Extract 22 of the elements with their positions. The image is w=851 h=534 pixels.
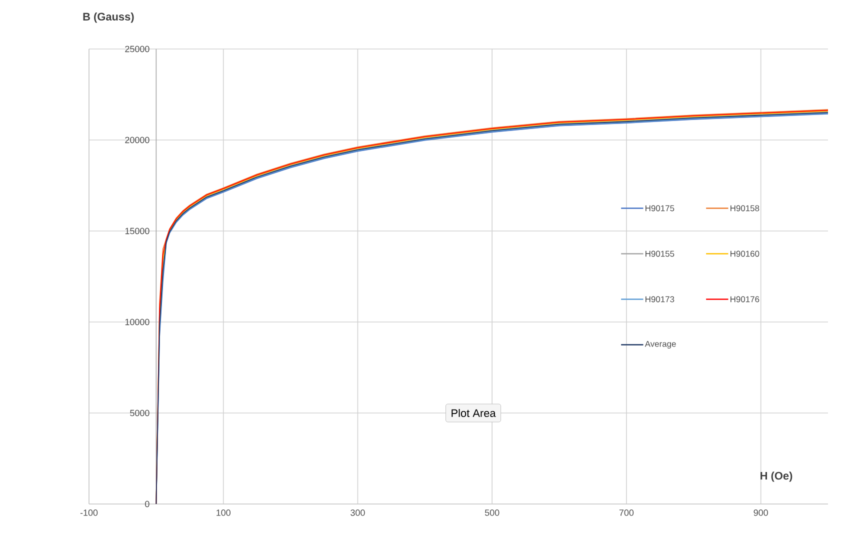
legend-label: H90173	[646, 296, 674, 302]
y-tick-label: 5000	[130, 410, 150, 416]
legend-label: Average	[644, 340, 676, 349]
y-tick-label: 15000	[125, 228, 150, 234]
x-tick-label: 700	[619, 510, 634, 516]
x-axis-title: H (Oe)	[760, 472, 792, 482]
legend-label: H90155	[646, 250, 674, 257]
x-tick-label: 100	[216, 510, 230, 516]
legend-label: H90158	[730, 205, 760, 212]
y-tick-label: 10000	[125, 318, 150, 326]
legend-label: H90175	[646, 205, 674, 212]
x-tick-label: 900	[754, 510, 768, 516]
y-tick-label: 25000	[125, 46, 150, 52]
legend-label: H90160	[730, 250, 760, 257]
annotation: Plot Area	[452, 408, 496, 418]
y-axis-title: B (Gauss)	[83, 12, 134, 23]
y-tick-label: 0	[145, 500, 150, 508]
x-tick-label: -100	[80, 510, 98, 516]
y-tick-label: 20000	[125, 136, 150, 144]
legend-label: H90176	[730, 296, 760, 302]
x-tick-label: 300	[350, 510, 365, 516]
x-tick-label: 500	[484, 510, 500, 516]
